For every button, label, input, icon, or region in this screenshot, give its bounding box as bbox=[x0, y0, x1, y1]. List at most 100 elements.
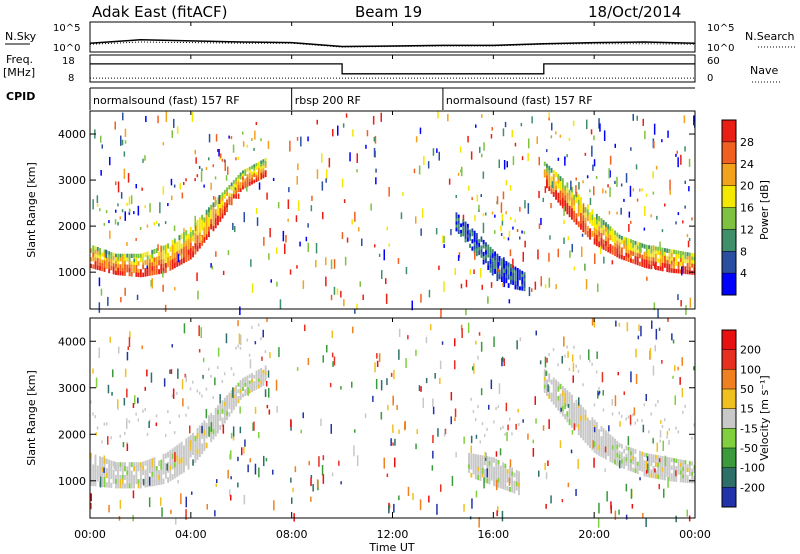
range-cell bbox=[251, 379, 253, 383]
scatter-cell bbox=[618, 411, 621, 415]
range-cell bbox=[479, 476, 482, 481]
range-cell bbox=[219, 216, 222, 222]
range-cell bbox=[657, 463, 660, 468]
range-cell bbox=[659, 471, 662, 476]
range-cell bbox=[634, 260, 637, 265]
range-cell bbox=[255, 178, 258, 182]
range-cell bbox=[212, 207, 215, 213]
range-cell bbox=[244, 172, 247, 176]
range-cell bbox=[670, 253, 673, 258]
scatter-cell bbox=[191, 491, 193, 495]
range-cell bbox=[153, 261, 156, 267]
range-cell bbox=[101, 466, 104, 473]
range-cell bbox=[239, 380, 242, 384]
range-cell bbox=[493, 476, 495, 482]
range-cell bbox=[577, 194, 580, 201]
range-cell bbox=[609, 452, 612, 458]
range-cell bbox=[473, 249, 476, 254]
range-cell bbox=[575, 410, 578, 417]
range-cell bbox=[670, 473, 673, 478]
range-cell bbox=[108, 261, 111, 266]
range-cell bbox=[223, 418, 226, 424]
range-cell bbox=[167, 451, 169, 458]
range-cell bbox=[614, 234, 616, 240]
scatter-cell bbox=[123, 151, 126, 157]
range-cell bbox=[571, 405, 573, 412]
range-cell bbox=[548, 385, 551, 391]
scatter-cell bbox=[627, 436, 630, 446]
scatter-cell bbox=[342, 123, 345, 128]
range-cell bbox=[577, 407, 580, 414]
range-cell bbox=[155, 261, 158, 266]
scatter-cell bbox=[652, 365, 655, 376]
scatter-cell bbox=[244, 439, 246, 447]
scatter-cell bbox=[636, 198, 639, 202]
scatter-cell bbox=[640, 325, 642, 337]
range-cell bbox=[512, 276, 515, 282]
range-cell bbox=[521, 280, 524, 285]
scatter-cell bbox=[660, 420, 662, 424]
scatter-cell bbox=[318, 456, 320, 467]
scatter-cell bbox=[650, 412, 652, 416]
scatter-cell bbox=[680, 300, 682, 307]
scatter-cell bbox=[591, 318, 594, 326]
range-cell bbox=[112, 259, 115, 264]
range-cell bbox=[566, 203, 569, 209]
range-cell bbox=[498, 274, 501, 280]
scatter-cell bbox=[561, 355, 563, 364]
scatter-cell bbox=[609, 155, 612, 165]
scatter-cell bbox=[411, 300, 413, 311]
range-cell bbox=[173, 253, 176, 259]
range-cell bbox=[194, 238, 197, 244]
range-cell bbox=[90, 474, 92, 481]
range-cell bbox=[146, 468, 149, 474]
range-cell bbox=[568, 408, 571, 415]
scatter-cell bbox=[375, 168, 377, 173]
range-cell bbox=[246, 174, 249, 178]
scatter-cell bbox=[260, 138, 262, 142]
range-cell bbox=[242, 381, 244, 385]
range-cell bbox=[546, 371, 548, 376]
range-cell bbox=[171, 448, 174, 455]
scatter-cell bbox=[200, 171, 203, 182]
range-cell bbox=[668, 264, 671, 269]
scatter-cell bbox=[133, 258, 136, 263]
scatter-cell bbox=[117, 221, 119, 226]
range-cell bbox=[691, 468, 694, 473]
range-cell bbox=[643, 471, 646, 477]
scatter-cell bbox=[661, 425, 664, 428]
range-cell bbox=[616, 240, 619, 246]
range-cell bbox=[591, 422, 594, 429]
range-cell bbox=[149, 267, 151, 272]
scatter-cell bbox=[105, 210, 108, 214]
scatter-cell bbox=[249, 458, 251, 463]
range-cell bbox=[205, 224, 208, 231]
range-cell bbox=[144, 252, 147, 257]
scatter-cell bbox=[261, 356, 263, 361]
colorbar-tick-label: 12 bbox=[740, 223, 754, 236]
scatter-cell bbox=[467, 135, 469, 143]
range-cell bbox=[155, 265, 158, 271]
scatter-cell bbox=[166, 463, 168, 471]
scatter-cell bbox=[641, 419, 643, 423]
range-cell bbox=[133, 479, 135, 485]
range-cell bbox=[654, 265, 657, 270]
range-cell bbox=[183, 466, 185, 473]
range-cell bbox=[474, 462, 477, 467]
range-cell bbox=[616, 252, 619, 258]
range-cell bbox=[196, 427, 199, 434]
range-cell bbox=[151, 258, 154, 263]
range-cell bbox=[618, 234, 621, 240]
range-cell bbox=[260, 160, 263, 165]
scatter-cell bbox=[647, 463, 649, 473]
range-cell bbox=[260, 166, 263, 171]
scatter-cell bbox=[239, 306, 241, 315]
range-cell bbox=[146, 255, 149, 261]
range-cell bbox=[611, 445, 614, 451]
range-cell bbox=[155, 269, 158, 275]
range-cell bbox=[499, 465, 502, 471]
range-cell bbox=[101, 263, 104, 268]
range-cell bbox=[552, 169, 555, 175]
scatter-cell bbox=[604, 446, 607, 453]
range-cell bbox=[217, 409, 219, 415]
